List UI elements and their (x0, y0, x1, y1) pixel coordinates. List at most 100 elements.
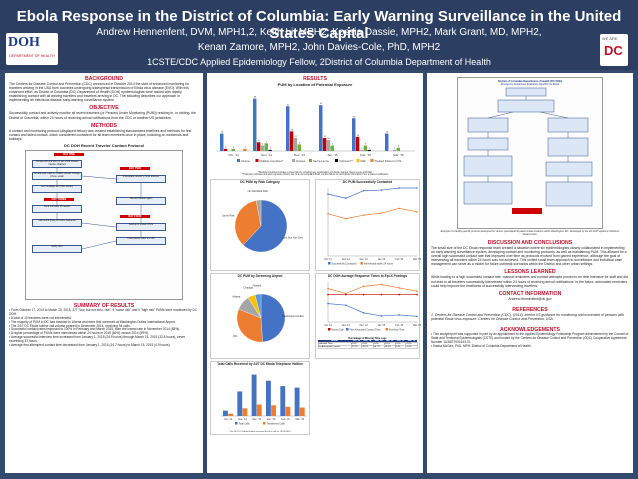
bar (256, 142, 261, 151)
lessons-text: While leading to a high successful conta… (431, 275, 628, 288)
legend-label: Hours Goal (332, 328, 345, 331)
legend-swatch (263, 422, 266, 425)
bar (299, 407, 305, 416)
acknowledgements-list: • This study/report was supported in par… (427, 332, 633, 349)
missing-logs-table: Month Oct '14 Nov '14 Dec '14 Jan '15 Feb '15… (317, 340, 418, 349)
bar (268, 149, 272, 151)
methods-heading: METHODS (91, 122, 117, 129)
table-header-row: Month Oct '14 Nov '14 Dec '14 Jan '15 Feb '15… (318, 340, 417, 343)
summary-heading: SUMMARY OF RESULTS (73, 302, 135, 309)
right-column: District of Columbia Department of Healt… (427, 73, 633, 473)
x-tick-label: Feb. '15 (281, 418, 290, 421)
day-four-label: DAY FOUR (120, 214, 150, 218)
protocol-flowchart: DAY ONE Contact with the CDC is set, PUM… (25, 149, 183, 300)
bar-data-label: 1 (394, 148, 396, 150)
data-point (327, 293, 329, 296)
x-tick-label: Oct '14 (324, 258, 332, 261)
bar (297, 144, 302, 151)
legend-label: Total Calls (239, 422, 251, 425)
legend-swatch (370, 159, 374, 162)
bar-data-label: 1 (270, 148, 272, 150)
bar (285, 406, 291, 416)
chart1-title: PUM by Location of Potential Exposure (277, 82, 353, 87)
risk-chart-box: DC PUM by Risk Category Low, But Not Zer… (210, 179, 310, 271)
table-header-cell: Dec '14 (373, 340, 385, 343)
data-point (362, 189, 365, 192)
day-one-label: DAY ONE (54, 152, 84, 156)
legend-label: Multiple Countries* (260, 159, 284, 163)
x-tick-label: Mar. '15 (393, 153, 404, 157)
bar-data-label: 13 (357, 135, 360, 137)
table-header-cell: Mar '15 (405, 340, 417, 343)
row-2: DC PUM by Risk Category Low, But Not Zer… (207, 179, 423, 271)
table-header-cell: Oct '14 (351, 340, 362, 343)
airport-chart-title: DC PUM by Screening Airport (237, 274, 283, 278)
pie-label: Newark (253, 283, 262, 287)
day-three-label: DAY THREE (44, 197, 74, 201)
data-point (362, 293, 365, 296)
protocol-step: Contact with the CDC is set, PUM contact… (32, 159, 82, 168)
x-tick-label: Mar '15 (413, 258, 421, 261)
pie-label: Low, But Not Zero (282, 236, 303, 240)
bar-data-label: 8 (258, 140, 260, 142)
bar (293, 137, 298, 151)
row-3: DC PUM by Screening Airport Washington D… (207, 273, 423, 361)
poster-header: Ebola Response in the District of Columb… (0, 0, 638, 70)
bar (392, 149, 397, 151)
poster-title: Ebola Response in the District of Columb… (16, 8, 622, 42)
summary-item: • Successful contact rates improved to 1… (9, 327, 181, 332)
bar-data-label: 12 (324, 136, 327, 138)
pie-label: Some Risk (222, 214, 235, 218)
algorithm-diagram (463, 87, 593, 214)
data-point (345, 304, 347, 306)
legend-label: Mali (361, 159, 367, 163)
table-cell: 20.0% (383, 345, 396, 349)
protocol-step: All attempts made to contact traveler th… (32, 171, 82, 180)
bar (385, 133, 389, 151)
bar-data-label: 3 (398, 146, 400, 148)
background-heading: BACKGROUND (84, 76, 124, 82)
pie-label: Washington Dulles (282, 314, 304, 318)
summary-item: • Average first attempted contact time d… (9, 343, 171, 348)
data-point (416, 315, 418, 318)
algorithm-caption: Example of a facility-specific protocol … (440, 230, 620, 236)
response-line-chart: Oct '14 Nov '14 Dec '14 Jan '15 Feb '15 Mar '… (324, 282, 422, 331)
pie-slice (236, 308, 263, 343)
data-point (362, 285, 365, 288)
summary-item: • A higher percentage of PUMs were inter… (9, 331, 149, 336)
objective-heading: OBJECTIVE (89, 105, 119, 112)
ack-item: • Sasha McGee, PhD, MPH. District of Col… (431, 343, 531, 348)
bar-data-label: 1 (369, 148, 371, 150)
dc-logo: WE ARE DC (600, 34, 628, 66)
data-point (380, 283, 383, 286)
authors-line-2: Kenan Zamore, MPH2, John Davies-Cole, Ph… (197, 42, 441, 53)
bar (326, 140, 331, 151)
x-tick-label: Jan. '15 (267, 418, 276, 421)
bar (266, 380, 271, 416)
results-heading: RESULTS (303, 76, 327, 82)
discussion-heading: DISCUSSION AND CONCLUSIONS (487, 240, 573, 246)
legend-swatch (235, 422, 238, 425)
series-line (327, 187, 417, 199)
bar (228, 413, 234, 416)
protocol-step: Send first letter to traveler (32, 204, 82, 213)
contacted-line-chart: Oct '14 Nov '14 Dec '14 Jan '15 Feb '15 Mar '… (324, 187, 422, 265)
pie-slice (255, 199, 262, 227)
bar-data-label: 5 (365, 144, 367, 146)
data-point (416, 211, 418, 213)
ack-item: • This study/report was supported in par… (431, 332, 629, 344)
airport-chart-box: DC PUM by Screening Airport Washington D… (210, 273, 310, 359)
pie-slice (242, 199, 288, 253)
bar (264, 143, 269, 151)
missing-logs-title: Percentage of Missing Time Logs (348, 337, 387, 340)
background-text: The Centers for Disease Control and Prev… (9, 82, 190, 103)
bar (220, 133, 224, 151)
methods-text: A contact and monitoring protocol (displ… (9, 128, 192, 141)
discussion-text: The small size of the DC Ebola response … (431, 246, 627, 267)
bar-data-label: 12 (294, 136, 297, 138)
bar-data-label: 2 (225, 147, 227, 149)
contact-email[interactable]: Andrew.Hennenfent@dc.gov (508, 296, 552, 301)
hotline-chart-box: Total Calls Received by 24/7 DC Ebola Te… (210, 361, 310, 435)
table-cell: 28.2% (361, 345, 374, 349)
